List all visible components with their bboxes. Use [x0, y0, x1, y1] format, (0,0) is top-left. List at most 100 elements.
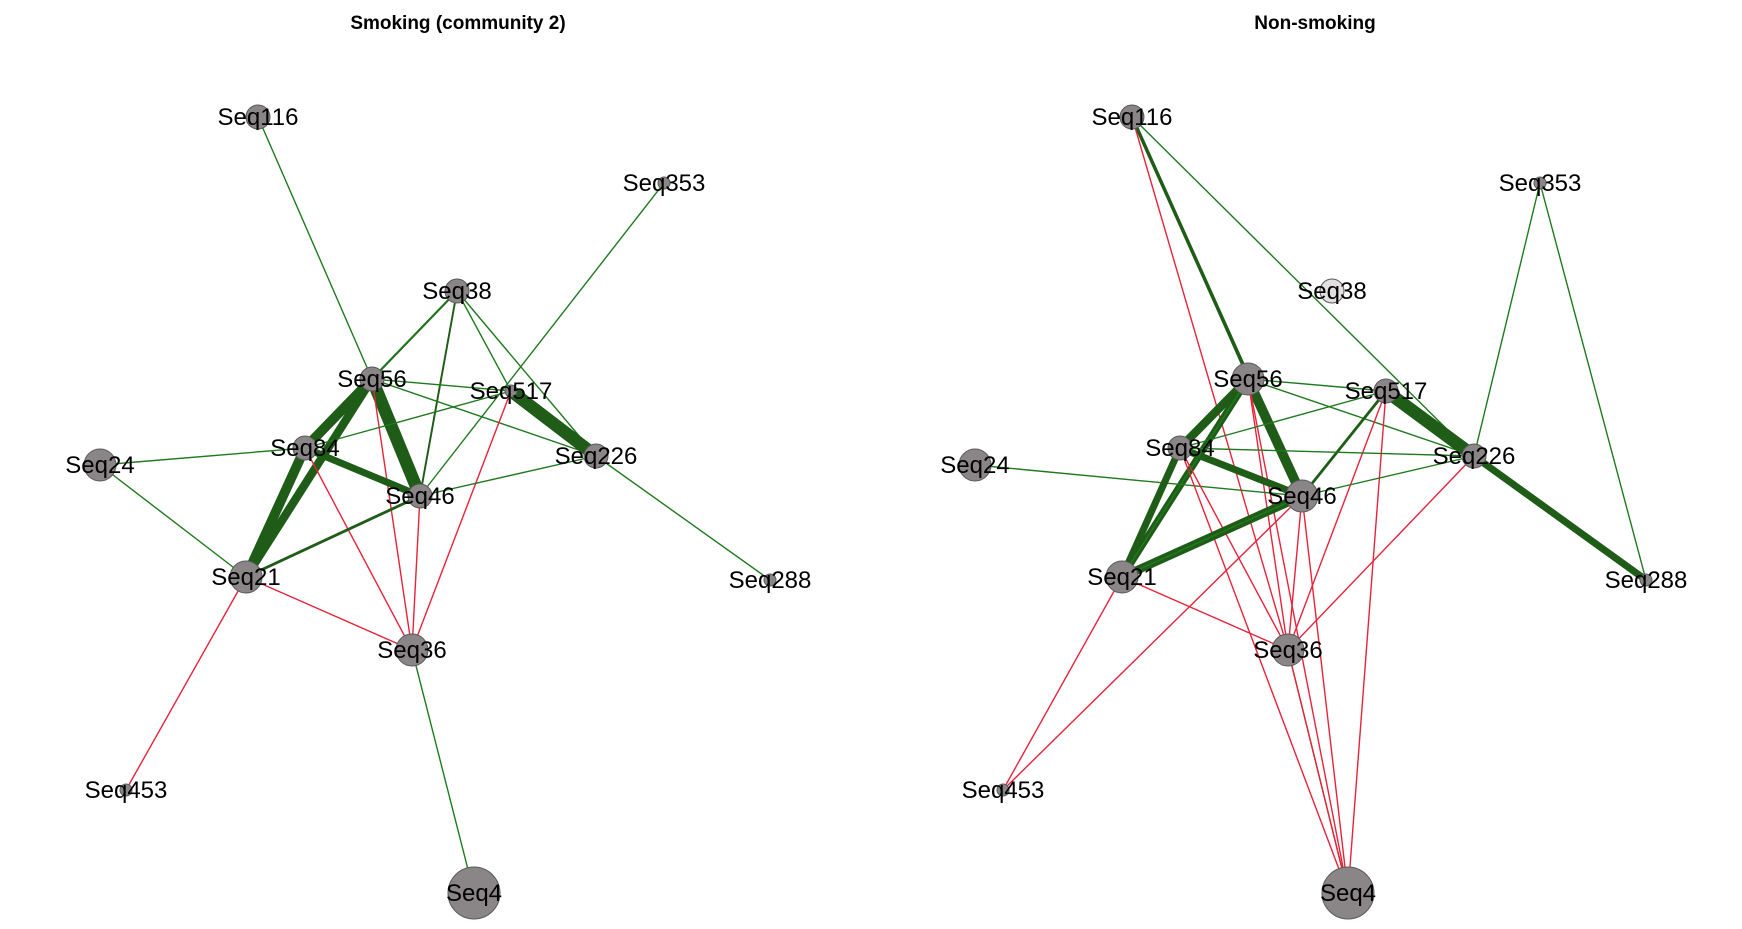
edge-seq36-seq4: [411, 649, 475, 894]
node-seq226: Seq226: [555, 443, 638, 470]
node-circle: [1533, 176, 1547, 190]
edge-seq46-seq36: [1287, 495, 1303, 651]
node-circle: [83, 448, 117, 482]
node-label: Seq517: [470, 378, 553, 405]
node-seq4: Seq4: [446, 866, 502, 920]
node-circle: [229, 560, 263, 594]
edge-seq56-seq46: [365, 372, 427, 503]
edge-layer-smoking: [99, 116, 771, 894]
node-seq84: Seq84: [270, 435, 339, 462]
edge-seq24-seq84: [99, 447, 306, 466]
node-circle: [245, 104, 271, 130]
edge-seq24-seq46: [974, 464, 1303, 497]
edge-seq517-seq226: [504, 384, 603, 463]
node-circle: [763, 573, 777, 587]
node-label: Seq21: [1087, 564, 1156, 591]
node-seq84: Seq84: [1145, 435, 1214, 462]
node-layer-non-smoking: Seq116 Seq353 Seq38 Seq56 Seq517 Seq24 Seq84 Se…: [940, 104, 1688, 920]
node-circle: [1231, 362, 1265, 396]
node-circle: [996, 783, 1010, 797]
edge-seq353-seq46: [419, 182, 665, 497]
node-label: Seq4: [446, 880, 502, 907]
node-seq21: Seq21: [211, 560, 281, 594]
node-circle: [444, 278, 470, 304]
edge-seq84-seq36: [304, 447, 413, 651]
node-circle: [1373, 378, 1399, 404]
edge-seq517-seq84: [1179, 390, 1387, 449]
node-seq288: Seq288: [1605, 567, 1688, 594]
edge-seq517-seq226: [1379, 384, 1481, 463]
edge-seq46-seq21: [244, 494, 422, 579]
node-label: Seq21: [211, 564, 280, 591]
node-label: Seq517: [1345, 378, 1428, 405]
node-seq36: Seq36: [1253, 633, 1323, 667]
edge-seq84-seq21: [1118, 444, 1184, 581]
edge-seq56-seq46: [1243, 374, 1307, 501]
node-circle: [583, 443, 609, 469]
node-seq288: Seq288: [729, 567, 812, 594]
node-label: Seq46: [1267, 483, 1336, 510]
node-circle: [1105, 560, 1139, 594]
node-seq24: Seq24: [65, 448, 135, 482]
edge-seq21-seq56: [1121, 378, 1249, 578]
node-circle: [1321, 866, 1375, 920]
node-label: Seq116: [1092, 104, 1173, 131]
panel-title-non-smoking: Non-smoking: [1254, 13, 1375, 34]
node-circle: [119, 783, 133, 797]
edge-seq116-seq226: [1131, 116, 1475, 457]
edge-seq226-seq46: [1301, 455, 1475, 497]
node-circle: [407, 483, 433, 509]
node-circle: [657, 176, 671, 190]
panel-smoking: Smoking (community 2) Seq116Seq353Seq38S…: [65, 13, 812, 920]
node-label: Seq38: [422, 278, 491, 305]
edge-seq517-seq46: [1300, 389, 1388, 498]
edge-seq353-seq226: [1473, 182, 1541, 457]
node-circle: [395, 633, 429, 667]
edge-seq226-seq288: [595, 455, 771, 581]
edge-seq24-seq21: [99, 464, 247, 578]
node-label: Seq353: [1499, 170, 1582, 197]
edge-seq226-seq46: [419, 455, 597, 497]
node-circle: [1271, 633, 1305, 667]
edge-seq56-seq4: [1247, 378, 1349, 894]
node-label: Seq353: [623, 170, 706, 197]
node-label: Seq38: [1297, 278, 1366, 305]
edge-seq38-seq517: [456, 290, 512, 392]
node-label: Seq36: [377, 637, 446, 664]
edge-seq84-seq4: [1179, 447, 1349, 894]
node-seq46: Seq46: [385, 483, 454, 510]
node-label: Seq288: [729, 567, 812, 594]
node-label: Seq4: [1320, 880, 1376, 907]
edge-seq226-seq36: [1287, 455, 1475, 651]
edge-seq56-seq517: [371, 378, 512, 392]
node-label: Seq116: [218, 104, 299, 131]
edge-seq353-seq288: [1539, 182, 1647, 581]
edge-seq84-seq46: [301, 444, 424, 500]
node-circle: [292, 435, 318, 461]
node-label: Seq84: [270, 435, 339, 462]
node-seq46: Seq46: [1267, 479, 1337, 513]
node-circle: [447, 866, 501, 920]
node-label: Seq453: [85, 777, 168, 804]
node-seq21: Seq21: [1087, 560, 1157, 594]
node-seq56: Seq56: [1213, 362, 1283, 396]
node-circle: [1285, 479, 1319, 513]
node-seq517: Seq517: [470, 378, 553, 405]
node-label: Seq453: [962, 777, 1045, 804]
edge-seq226-seq288: [1470, 452, 1650, 584]
node-label: Seq226: [555, 443, 638, 470]
edge-layer-non-smoking: [974, 115, 1650, 894]
edge-seq517-seq36: [411, 390, 512, 651]
edge-seq56-seq21: [241, 374, 377, 582]
edge-seq38-seq46: [419, 290, 458, 497]
node-label: Seq36: [1253, 637, 1322, 664]
edge-seq116-seq56: [257, 116, 373, 380]
edge-seq21-seq453: [125, 576, 247, 791]
node-seq353: Seq353: [623, 170, 706, 197]
node-label: Seq84: [1145, 435, 1214, 462]
node-seq453: Seq453: [962, 777, 1045, 804]
node-seq38: Seq38: [1297, 278, 1366, 305]
edge-seq36-seq4: [1287, 649, 1349, 894]
node-label: Seq24: [65, 452, 134, 479]
